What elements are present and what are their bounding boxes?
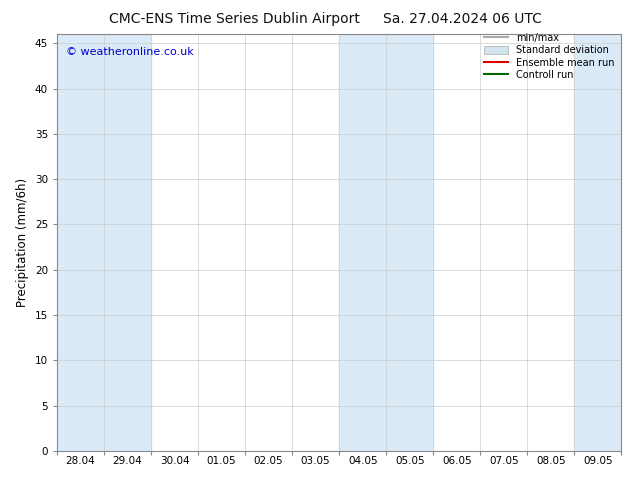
Bar bbox=[57, 34, 104, 451]
Bar bbox=[104, 34, 151, 451]
Bar bbox=[574, 34, 621, 451]
Text: CMC-ENS Time Series Dublin Airport: CMC-ENS Time Series Dublin Airport bbox=[109, 12, 360, 26]
Text: Sa. 27.04.2024 06 UTC: Sa. 27.04.2024 06 UTC bbox=[384, 12, 542, 26]
Bar bbox=[386, 34, 433, 451]
Bar bbox=[339, 34, 386, 451]
Text: © weatheronline.co.uk: © weatheronline.co.uk bbox=[65, 47, 193, 57]
Y-axis label: Precipitation (mm/6h): Precipitation (mm/6h) bbox=[16, 178, 29, 307]
Legend: min/max, Standard deviation, Ensemble mean run, Controll run: min/max, Standard deviation, Ensemble me… bbox=[482, 31, 616, 82]
